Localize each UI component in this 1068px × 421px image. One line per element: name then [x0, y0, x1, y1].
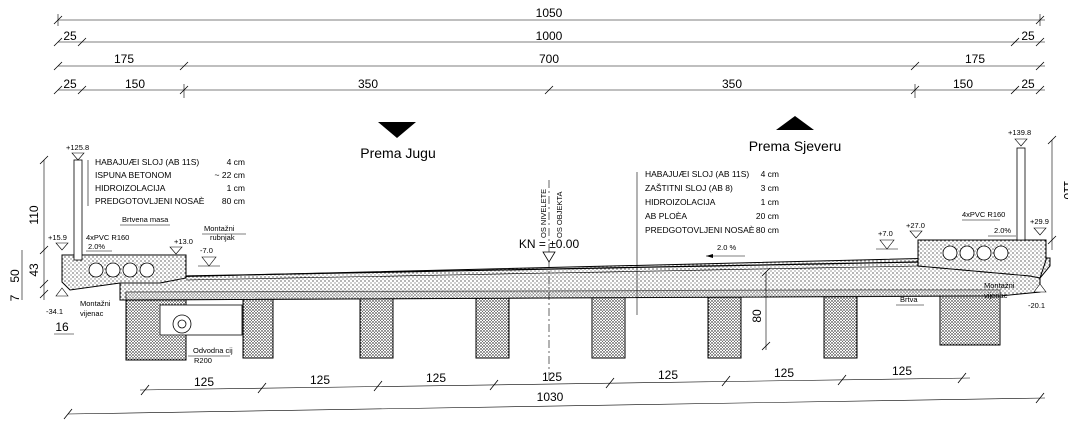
layer-right-4: AB PLOÈA — [645, 211, 687, 221]
dim-left-50: 50 — [8, 269, 22, 283]
railing-post-left — [73, 159, 83, 261]
dim-r2-right: 25 — [1021, 29, 1035, 43]
dim-r2-mid: 1000 — [536, 29, 563, 43]
elev-left-top: +125.8 — [66, 143, 89, 152]
axis-objekta-label: OS OBJEKTA — [555, 191, 564, 238]
layer-right-2-thickness: 3 cm — [761, 183, 779, 193]
south-arrow-icon — [378, 122, 416, 138]
dim-r4-d: 350 — [722, 77, 742, 91]
girder-height-dimension: 80 — [750, 267, 771, 351]
layer-right-2: ZAŠTITNI SLOJ (AB 8) — [645, 183, 733, 193]
mount-bolt-right-1: Montažni — [984, 281, 1015, 290]
dim-r4-c: 350 — [358, 77, 378, 91]
drain-label-2: R200 — [194, 356, 212, 365]
elev-left-edge: +15.9 — [48, 233, 67, 242]
bottom-dimension-chain: 125 125 125 125 125 125 125 1030 — [63, 364, 1046, 420]
center-elevation: KN = ±0.00 — [519, 237, 580, 251]
mount-bolt-left-2: vijenac — [80, 309, 104, 318]
mount-bolt-left-1: Montažni — [80, 299, 111, 308]
elev-right-edge: +29.9 — [1030, 217, 1049, 226]
pipes-left — [88, 262, 155, 278]
layer-right-5: PREDGOTOVLJENI NOSAÈ — [645, 225, 755, 235]
dim-r2-left: 25 — [63, 29, 77, 43]
left-vertical-dimensions: 110 43 50 7 16 — [8, 155, 74, 335]
slope-left: 2.0% — [88, 242, 105, 251]
dim-bottom-2: 125 — [310, 373, 330, 387]
dim-bottom-6: 125 — [774, 366, 794, 380]
drain-pipe — [159, 304, 243, 336]
layer-right-3-thickness: 1 cm — [761, 197, 779, 207]
direction-south: Prema Jugu — [360, 145, 435, 161]
elev-right-curb: +27.0 — [906, 221, 925, 230]
dim-r4-a: 25 — [63, 77, 77, 91]
dim-bottom-7: 125 — [892, 364, 912, 378]
layer-left-1: HABAJUÆI SLOJ (AB 11S) — [95, 157, 199, 167]
layer-right-1-thickness: 4 cm — [761, 169, 779, 179]
direction-indicators: Prema Jugu Prema Sjeveru — [360, 116, 841, 161]
dim-bottom-3: 125 — [426, 371, 446, 385]
layer-left-3-thickness: 1 cm — [227, 183, 245, 193]
dim-r4-e: 150 — [953, 77, 973, 91]
layer-left-3: HIDROIZOLACIJA — [95, 183, 166, 193]
layer-right-4-thickness: 20 cm — [756, 211, 779, 221]
elev-left-road: -7.0 — [200, 246, 213, 255]
railing-post-right — [1016, 147, 1026, 241]
dim-r3-right: 175 — [965, 52, 985, 66]
dim-r4-f: 25 — [1021, 77, 1035, 91]
elev-left-curb: +13.0 — [174, 237, 193, 246]
pipes-right — [942, 245, 1009, 261]
mount-curb-label-1: Montažni — [204, 224, 235, 233]
dim-r3-left: 175 — [114, 52, 134, 66]
elev-left-bottom: -34.1 — [46, 307, 63, 316]
dim-edge-width: 16 — [55, 320, 69, 334]
pipes-right-label: 4xPVC R160 — [962, 210, 1005, 219]
dim-bottom-4: 125 — [542, 370, 562, 384]
dim-bottom-5: 125 — [658, 368, 678, 382]
dim-r4-b: 150 — [125, 77, 145, 91]
layer-left-1-thickness: 4 cm — [227, 157, 245, 167]
wood-mass-label: Brtvena masa — [122, 215, 169, 224]
direction-north: Prema Sjeveru — [749, 138, 842, 154]
dim-right-110: 110 — [1061, 180, 1068, 199]
dim-left-43: 43 — [27, 263, 41, 277]
dim-bottom-1: 125 — [194, 375, 214, 389]
layer-left-4-thickness: 80 cm — [222, 196, 245, 206]
axis-niveleta-label: OS NIVELETE — [539, 189, 548, 238]
layer-left-4: PREDGOTOVLJENI NOSAÈ — [95, 196, 205, 206]
slope-center: 2.0 % — [717, 243, 737, 252]
layer-right-3: HIDROIZOLACIJA — [645, 197, 716, 207]
right-vertical-dimension: 110 — [1047, 135, 1068, 250]
cross-section — [61, 147, 1051, 380]
dim-girder-80: 80 — [750, 309, 764, 323]
elev-right-bottom: -20.1 — [1028, 301, 1045, 310]
dim-left-7: 7 — [8, 294, 22, 301]
north-arrow-icon — [776, 116, 814, 130]
dim-bottom-total: 1030 — [537, 390, 564, 404]
layer-right-1: HABAJUÆI SLOJ (AB 11S) — [645, 169, 749, 179]
layer-left-2-thickness: ~ 22 cm — [215, 170, 245, 180]
layer-left-2: ISPUNA BETONOM — [95, 170, 171, 180]
seal-label: Brtva — [900, 295, 918, 304]
elev-right-road: +7.0 — [878, 229, 893, 238]
pipes-left-label: 4xPVC R160 — [86, 233, 129, 242]
dim-left-110: 110 — [27, 205, 41, 224]
elev-right-top: +139.8 — [1008, 128, 1031, 137]
annotations: OS NIVELETE OS OBJEKTA KN = ±0.00 HABAJU… — [46, 128, 1049, 365]
dim-r3-mid: 700 — [539, 52, 559, 66]
mount-curb-label-2: rubnjak — [210, 233, 235, 242]
drain-label-1: Odvodna cij — [193, 346, 233, 355]
mount-bolt-right-2: vijenac — [984, 291, 1008, 300]
slope-right: 2.0% — [994, 226, 1011, 235]
dim-total-width: 1050 — [536, 6, 563, 20]
layer-right-5-thickness: 80 cm — [756, 225, 779, 235]
top-dimension-chain: 1050 25 1000 25 175 700 175 25 150 350 3… — [53, 6, 1045, 98]
